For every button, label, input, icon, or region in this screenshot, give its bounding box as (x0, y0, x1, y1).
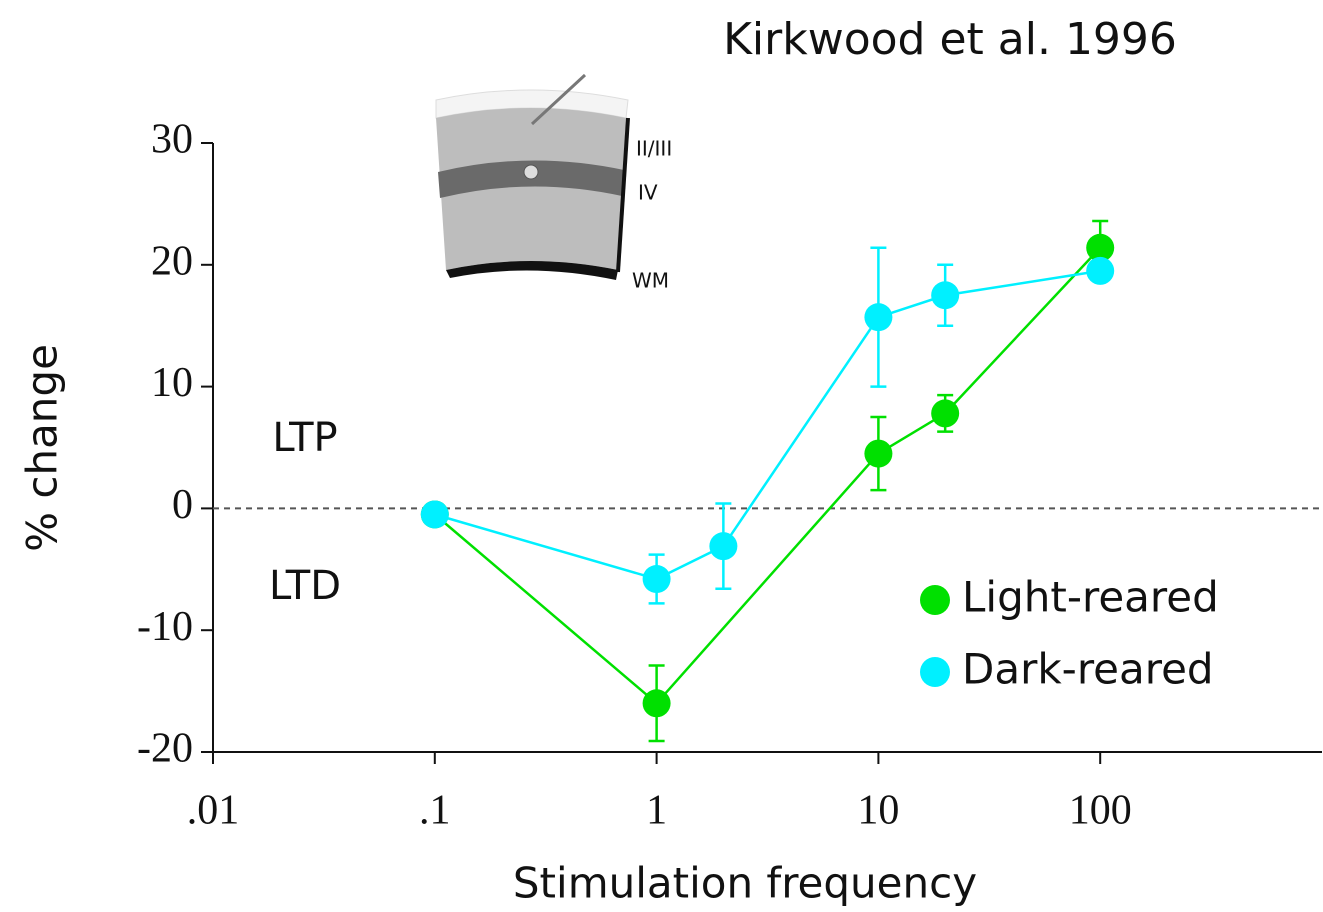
inset-label: II/III (636, 137, 672, 161)
data-point (643, 565, 671, 593)
x-tick-label: .1 (419, 788, 451, 834)
annotation: LTP (272, 415, 337, 461)
inset-label: IV (638, 181, 658, 205)
y-tick-label: 30 (151, 117, 193, 163)
y-tick-label: -20 (137, 726, 193, 772)
x-tick-label: .01 (187, 788, 240, 834)
data-point (421, 500, 449, 528)
data-point (931, 399, 959, 427)
data-point (864, 440, 892, 468)
legend-marker (920, 657, 950, 687)
legend-marker (920, 585, 950, 615)
x-tick-label: 10 (857, 788, 899, 834)
y-tick-label: -10 (137, 604, 193, 650)
legend-label: Light-reared (962, 573, 1219, 622)
chart-title: Kirkwood et al. 1996 (723, 14, 1177, 65)
y-tick-label: 10 (151, 360, 193, 406)
x-tick-label: 1 (646, 788, 667, 834)
data-point (1086, 257, 1114, 285)
chart: Kirkwood et al. 1996 Stimulation frequen… (0, 0, 1323, 912)
inset-diagram (436, 75, 628, 280)
y-tick-label: 0 (172, 482, 193, 528)
y-tick-label: 20 (151, 238, 193, 284)
series-line (435, 271, 1100, 579)
y-axis-label: % change (18, 344, 67, 552)
data-point (864, 303, 892, 331)
data-point (643, 689, 671, 717)
series-line (435, 248, 1100, 704)
inset-label: WM (632, 269, 669, 293)
x-axis-label: Stimulation frequency (513, 859, 977, 908)
legend-label: Dark-reared (962, 645, 1214, 694)
annotation: LTD (269, 563, 341, 609)
data-point (709, 532, 737, 560)
data-point (931, 281, 959, 309)
x-tick-label: 100 (1069, 788, 1132, 834)
